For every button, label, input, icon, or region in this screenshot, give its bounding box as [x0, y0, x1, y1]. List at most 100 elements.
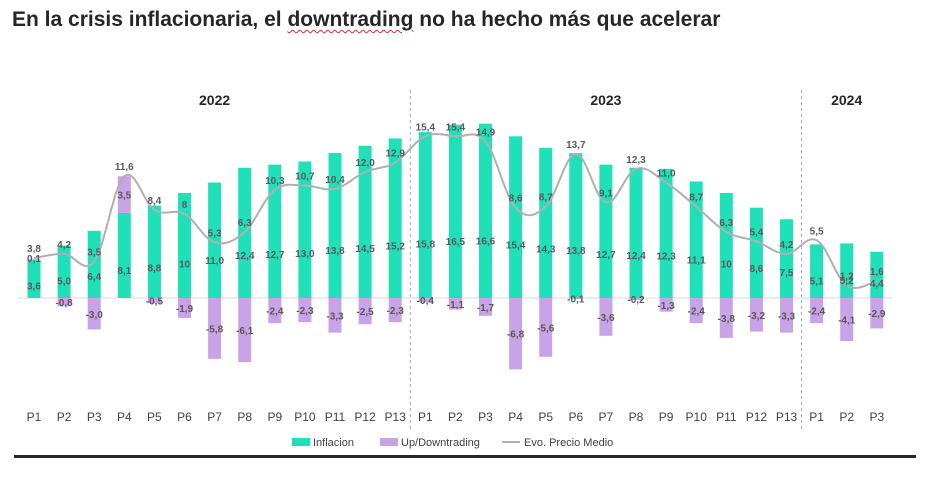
- updown-bar: [57, 298, 71, 307]
- inflacion-value-label: 12,3: [656, 251, 676, 262]
- inflacion-bar: [117, 212, 131, 298]
- updown-value-label: -0,5: [146, 297, 164, 308]
- precio-value-label: 11,0: [657, 169, 676, 180]
- precio-value-label: 8: [182, 200, 188, 211]
- category-label: P8: [237, 410, 252, 424]
- precio-value-label: 15,4: [416, 122, 436, 133]
- updown-bar: [870, 298, 884, 329]
- inflacion-value-label: 14,3: [536, 244, 556, 255]
- updown-bar: [208, 298, 222, 359]
- category-label: P11: [325, 410, 346, 424]
- category-label: P11: [716, 410, 737, 424]
- updown-bar: [840, 298, 854, 342]
- category-label: P13: [776, 410, 798, 424]
- title-highlight: downtrading: [287, 8, 414, 31]
- precio-value-label: 12,9: [385, 149, 405, 160]
- updown-bar: [298, 298, 312, 323]
- precio-value-label: 3,8: [27, 244, 41, 255]
- inflacion-bar: [719, 193, 733, 298]
- updown-bar: [448, 298, 462, 310]
- precio-value-label: 1,2: [840, 271, 854, 282]
- inflacion-value-label: 15,4: [506, 241, 526, 252]
- updown-bar: [569, 298, 583, 300]
- precio-value-label: 6,3: [719, 218, 733, 229]
- category-label: P8: [629, 410, 644, 424]
- precio-value-label: 8,7: [539, 193, 553, 204]
- category-label: P2: [448, 410, 463, 424]
- inflacion-value-label: 15,2: [385, 241, 405, 252]
- precio-value-label: 11,6: [115, 162, 134, 173]
- legend-updown-swatch: [380, 438, 398, 446]
- precio-value-label: 4,2: [780, 240, 794, 251]
- inflacion-bar: [418, 132, 432, 298]
- inflacion-value-label: 7,5: [780, 268, 794, 279]
- chart-title: En la crisis inflacionaria, el downtradi…: [12, 8, 720, 32]
- inflacion-bar: [810, 244, 824, 298]
- updown-bar: [178, 298, 191, 318]
- inflacion-value-label: 14,5: [355, 244, 375, 255]
- inflacion-bar: [780, 219, 793, 298]
- inflacion-value-label: 5,0: [57, 277, 71, 288]
- inflacion-value-label: 13,8: [566, 246, 586, 257]
- updown-bar: [719, 298, 733, 338]
- updown-value-label: -2,4: [808, 307, 826, 318]
- precio-value-label: 5,4: [749, 227, 763, 238]
- inflacion-value-label: 15,8: [416, 239, 436, 250]
- precio-value-label: 10,7: [295, 172, 315, 183]
- precio-value-label: 10,3: [265, 176, 285, 187]
- updown-bar: [328, 298, 342, 333]
- category-label: P10: [686, 410, 708, 424]
- updown-value-label: -3,8: [718, 314, 736, 325]
- inflacion-bar: [659, 168, 673, 298]
- legend-updown-label: Up/Downtrading: [401, 437, 480, 449]
- updown-bar: [117, 176, 131, 213]
- inflacion-value-label: 8,6: [749, 264, 763, 275]
- category-label: P13: [385, 410, 407, 424]
- precio-value-label: 8,6: [509, 194, 523, 205]
- updown-value-label: -4,1: [838, 316, 856, 327]
- category-label: P4: [508, 410, 523, 424]
- category-label: P9: [659, 410, 674, 424]
- updown-bar: [479, 298, 492, 316]
- updown-bar: [27, 259, 41, 261]
- updown-value-label: -2,3: [387, 306, 405, 317]
- inflacion-value-label: 16,6: [476, 236, 496, 247]
- inflacion-value-label: 16,5: [446, 237, 466, 248]
- updown-bar: [810, 298, 824, 324]
- updown-bar: [539, 298, 553, 357]
- updown-bar: [268, 298, 282, 324]
- updown-value-label: -3,3: [778, 311, 796, 322]
- updown-value-label: -1,1: [447, 300, 465, 311]
- updown-bar: [388, 298, 402, 323]
- precio-value-label: 5,5: [810, 226, 824, 237]
- updown-value-label: 0,1: [27, 254, 41, 265]
- precio-value-label: 4,2: [57, 240, 71, 251]
- inflacion-bar: [208, 182, 222, 298]
- inflacion-bar: [539, 147, 553, 298]
- category-label: P7: [599, 410, 614, 424]
- category-label: P5: [538, 410, 553, 424]
- category-label: P10: [294, 410, 316, 424]
- updown-value-label: -2,9: [868, 309, 886, 320]
- inflacion-value-label: 12,7: [596, 250, 616, 261]
- inflacion-bar: [388, 138, 402, 298]
- precio-value-label: 10,4: [325, 175, 345, 186]
- updown-bar: [659, 298, 673, 312]
- updown-value-label: -1,3: [657, 301, 675, 312]
- precio-value-label: 12,0: [355, 158, 375, 169]
- updown-bar: [509, 298, 523, 370]
- precio-value-label: 9,1: [599, 188, 613, 199]
- category-label: P1: [809, 410, 824, 424]
- updown-value-label: -3,2: [748, 311, 766, 322]
- inflacion-bar: [178, 193, 191, 298]
- updown-value-label: -1,7: [477, 303, 495, 314]
- category-label: P7: [207, 410, 222, 424]
- bottom-divider: [14, 455, 916, 458]
- updown-bar: [689, 298, 703, 324]
- chart: 2022 2023 2024 3,6 0,13,8 5,0 -0,8 4,2 6,4 -3,0 3,…: [18, 90, 892, 449]
- legend-precio-medio-label: Evo. Precio Medio: [524, 437, 613, 449]
- updown-value-label: -0,8: [55, 298, 73, 309]
- precio-value-label: 15,4: [446, 122, 466, 133]
- category-label: P6: [177, 410, 192, 424]
- updown-bar: [87, 298, 101, 330]
